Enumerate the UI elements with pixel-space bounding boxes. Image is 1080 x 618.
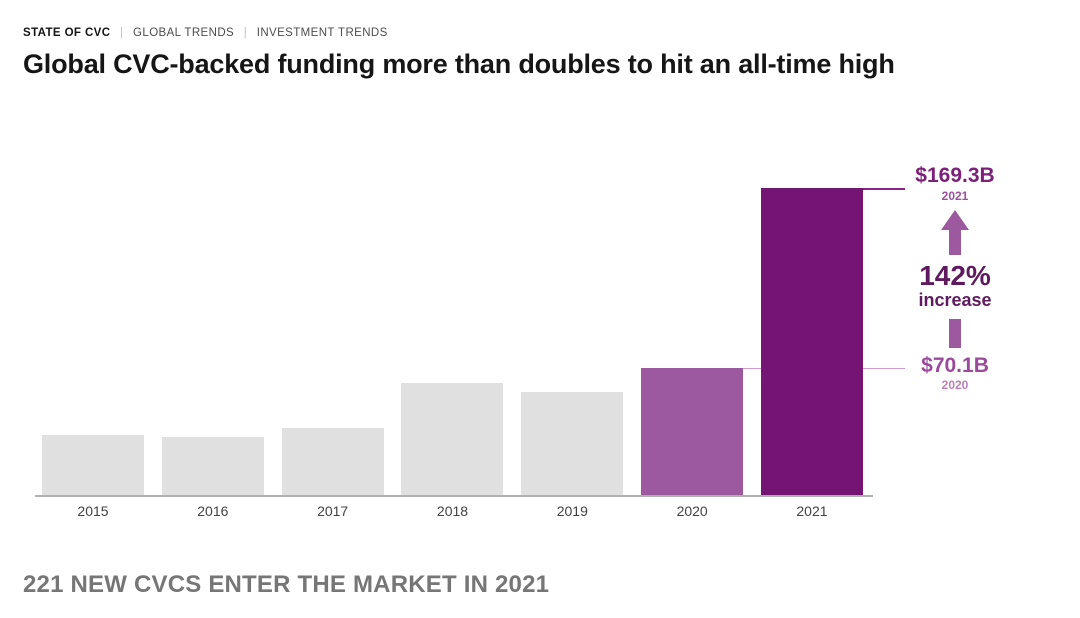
arrow-stem [949,229,961,255]
low-year-label: 2020 [941,378,969,392]
arrow-up-icon [941,210,969,255]
arrow-head [941,210,969,230]
breadcrumb: STATE OF CVC | GLOBAL TRENDS | INVESTMEN… [23,27,388,39]
connector-bar [949,319,961,348]
bar-2015 [42,435,144,495]
high-year-label: 2021 [941,189,969,203]
x-axis-label-2015: 2015 [77,503,109,519]
x-axis-label-2018: 2018 [436,503,469,519]
breadcrumb-separator: | [243,27,248,39]
bar-2021 [760,188,863,495]
breadcrumb-separator: | [120,27,124,39]
high-leader-line [862,188,905,190]
increase-word-label: increase [918,290,992,310]
high-value-label: $169.3B [915,164,995,187]
x-axis-label-2021: 2021 [796,503,828,519]
bar-2018 [401,382,504,495]
x-axis-label-2020: 2020 [676,503,708,519]
breadcrumb-item-investment-trends: INVESTMENT TRENDS [256,27,388,39]
bar-2020 [641,367,744,495]
percent-increase-label: 142% [919,260,991,291]
bar-2019 [521,391,624,495]
annotation-column: $169.3B 2021 142% increase $70.1B 2020 [893,164,1017,393]
page-title: Global CVC-backed funding more than doub… [23,49,895,79]
footer-headline: 221 NEW CVCS ENTER THE MARKET IN 2021 [23,571,550,598]
breadcrumb-item-global-trends: GLOBAL TRENDS [133,27,235,39]
x-axis-line [35,495,873,497]
low-value-label: $70.1B [921,354,989,377]
bar-2017 [281,427,384,495]
x-axis-label-2019: 2019 [556,503,588,519]
breadcrumb-item-state-of-cvc: STATE OF CVC [23,27,111,39]
x-axis-label-2016: 2016 [197,503,229,519]
bar-2016 [161,436,264,495]
x-axis-label-2017: 2017 [317,503,349,519]
